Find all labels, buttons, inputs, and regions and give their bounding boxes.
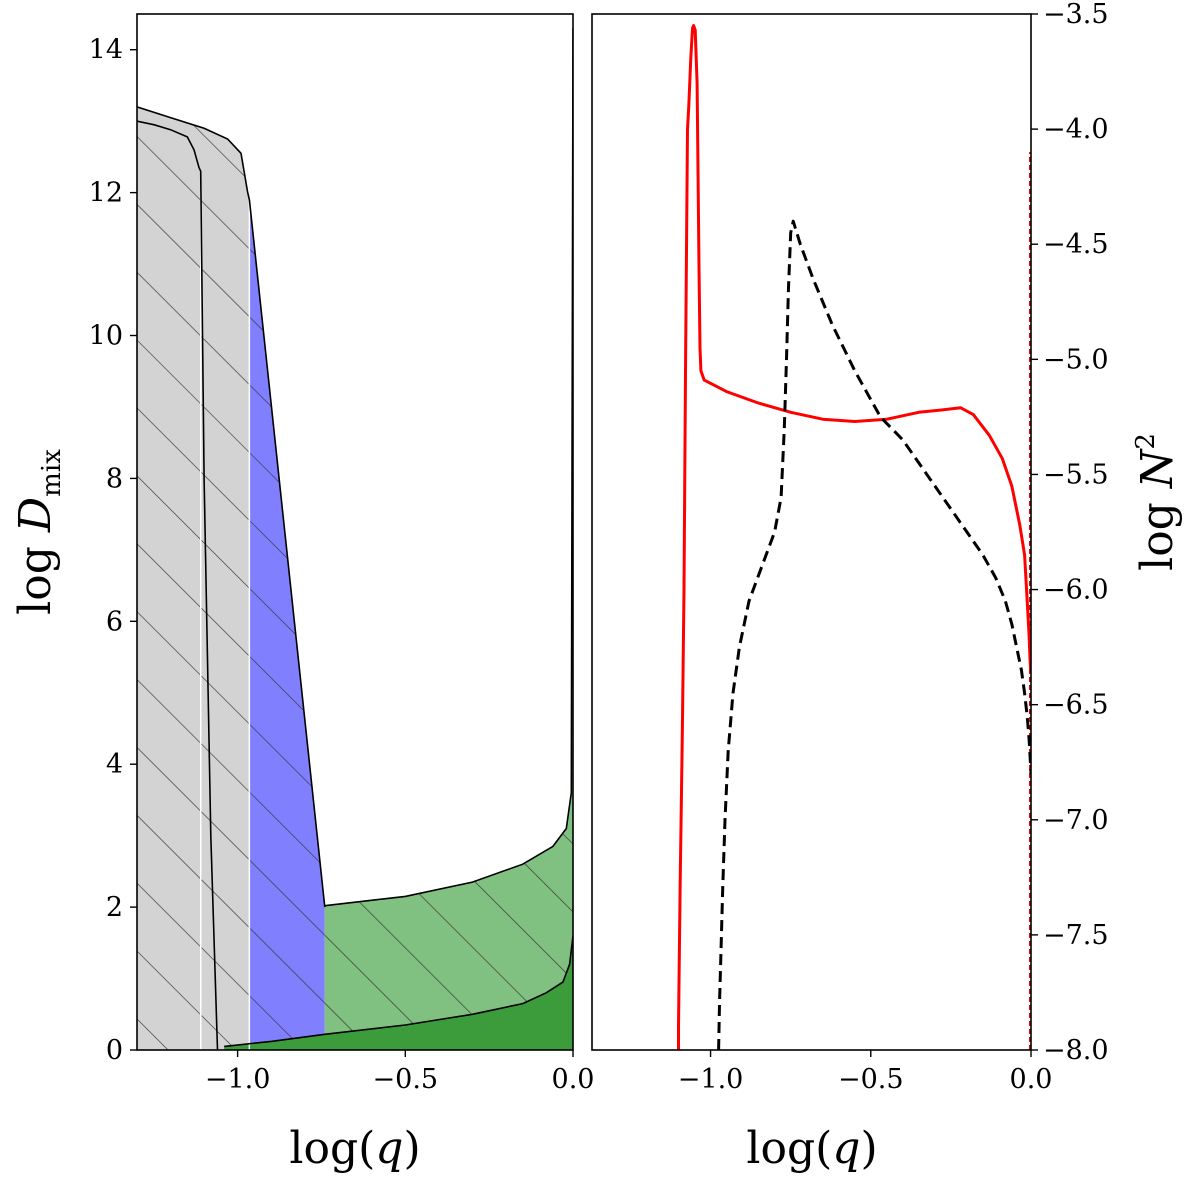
area-region-hatch <box>324 28 573 1050</box>
left-ticks: −1.0 −0.5 0.0 0 2 4 6 8 10 12 14 <box>89 35 595 1095</box>
region-outline <box>224 935 573 1048</box>
region-outline <box>324 28 573 907</box>
right-x-axis-title: log(q) <box>746 1123 877 1174</box>
x-tick-label: −1.0 <box>205 1064 271 1095</box>
y-tick-label: −3.5 <box>1043 0 1109 30</box>
y-tick-label: −7.5 <box>1043 920 1109 951</box>
y-tick-label: 2 <box>106 892 123 923</box>
area-region-hatch <box>249 199 325 1050</box>
y-tick-label: −6.0 <box>1043 575 1109 606</box>
region-outline <box>137 120 219 1050</box>
left-plot-frame <box>136 13 574 1051</box>
right-panel: −1.0 −0.5 0.0−8.0 −7.5 −7.0 −6.5 −6.0 −5.5 −5.0 −… <box>591 0 1183 1174</box>
y-tick-label: 4 <box>106 749 123 780</box>
right-y-axis-title: log N2 <box>1131 433 1183 571</box>
y-tick-label: −7.0 <box>1043 805 1109 836</box>
y-tick-label: −5.0 <box>1043 344 1109 375</box>
x-tick-label: 0.0 <box>1010 1064 1053 1095</box>
y-tick-label: 12 <box>89 178 123 209</box>
y-tick-label: 10 <box>89 321 123 352</box>
left-y-axis-title: log Dmix <box>10 449 67 615</box>
area-region <box>224 935 573 1050</box>
y-tick-label: −5.5 <box>1043 459 1109 490</box>
y-tick-label: 8 <box>106 463 123 494</box>
y-tick-label: −4.5 <box>1043 229 1109 260</box>
left-area-regions <box>137 28 573 1050</box>
x-tick-label: −0.5 <box>838 1064 904 1095</box>
right-series-lines <box>677 24 1031 1050</box>
right-ticks: −1.0 −0.5 0.0−8.0 −7.5 −7.0 −6.5 −6.0 −5.5 −5.0 −… <box>678 0 1109 1095</box>
series-line <box>677 24 1031 1050</box>
y-tick-label: −8.0 <box>1043 1035 1109 1066</box>
area-region-hatch <box>137 106 250 1050</box>
x-tick-label: 0.0 <box>552 1064 595 1095</box>
series-line <box>717 219 1031 1050</box>
y-tick-label: 6 <box>106 606 123 637</box>
x-tick-label: −0.5 <box>373 1064 439 1095</box>
left-x-axis-title: log(q) <box>289 1123 420 1174</box>
region-outline <box>137 106 326 908</box>
y-tick-label: −4.0 <box>1043 114 1109 145</box>
x-tick-label: −1.0 <box>678 1064 744 1095</box>
left-panel: −1.0 −0.5 0.0 0 2 4 6 8 10 12 14 log(q) log Dmix <box>10 13 595 1174</box>
y-tick-label: 14 <box>89 35 123 66</box>
right-plot-frame <box>591 13 1032 1051</box>
y-tick-label: 0 <box>106 1035 123 1066</box>
y-tick-label: −6.5 <box>1043 690 1109 721</box>
